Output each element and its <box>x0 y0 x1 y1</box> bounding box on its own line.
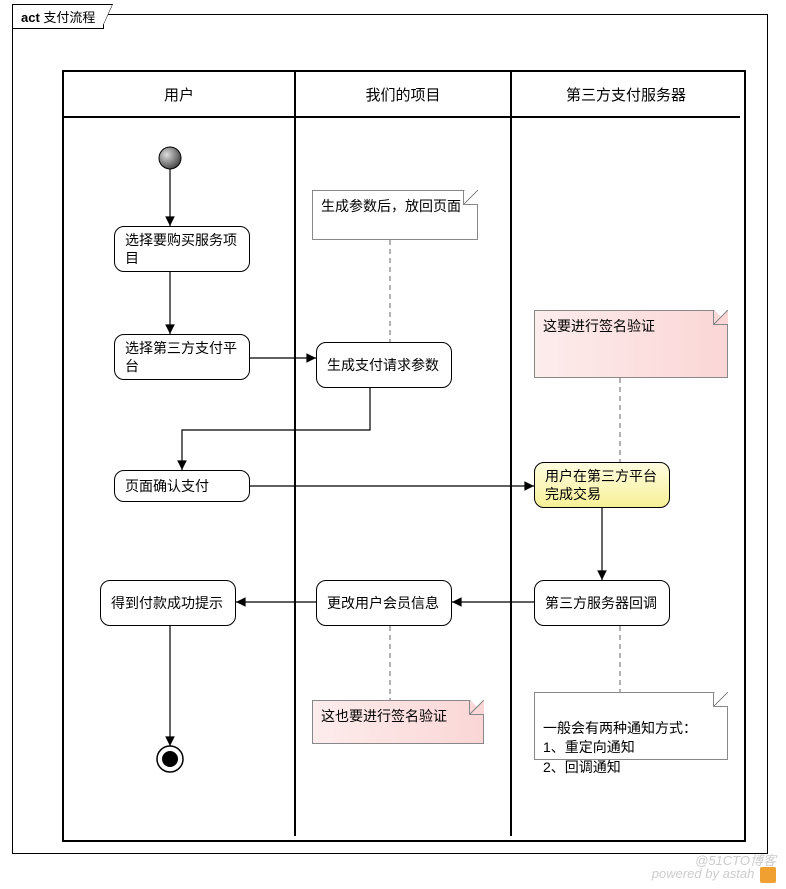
initial-node <box>159 147 181 169</box>
activity-success-tip: 得到付款成功提示 <box>100 580 236 626</box>
activity-select-platform: 选择第三方支付平台 <box>114 334 250 380</box>
activity-label: 选择第三方支付平台 <box>125 339 239 375</box>
note-gen-params: 生成参数后，放回页面 <box>312 190 478 240</box>
activity-update-member: 更改用户会员信息 <box>316 580 452 626</box>
activity-label: 更改用户会员信息 <box>327 594 439 612</box>
watermark-text-2: powered by astah <box>652 866 755 881</box>
note-label: 生成参数后，放回页面 <box>321 198 461 214</box>
activity-label: 生成支付请求参数 <box>327 356 439 374</box>
watermark-tool: powered by astah <box>652 866 776 883</box>
edge-a3-a4 <box>182 388 370 470</box>
final-node-inner <box>162 751 178 767</box>
note-label: 这要进行签名验证 <box>543 318 655 334</box>
activity-label: 得到付款成功提示 <box>111 594 223 612</box>
activity-callback: 第三方服务器回调 <box>534 580 670 626</box>
note-sign-verify-2: 这也要进行签名验证 <box>312 700 484 744</box>
note-label: 这也要进行签名验证 <box>321 708 447 724</box>
astah-logo-icon <box>760 867 776 883</box>
activity-label: 第三方服务器回调 <box>545 594 657 612</box>
note-two-notify: 一般会有两种通知方式： 1、重定向通知 2、回调通知 <box>534 692 728 760</box>
activity-gen-params: 生成支付请求参数 <box>316 342 452 388</box>
activity-label: 用户在第三方平台完成交易 <box>545 467 659 503</box>
activity-thirdparty-pay: 用户在第三方平台完成交易 <box>534 462 670 508</box>
activity-select-service: 选择要购买服务项目 <box>114 226 250 272</box>
activity-confirm-pay: 页面确认支付 <box>114 470 250 502</box>
activity-label: 选择要购买服务项目 <box>125 231 239 267</box>
note-sign-verify-1: 这要进行签名验证 <box>534 310 728 378</box>
activity-label: 页面确认支付 <box>125 477 209 495</box>
